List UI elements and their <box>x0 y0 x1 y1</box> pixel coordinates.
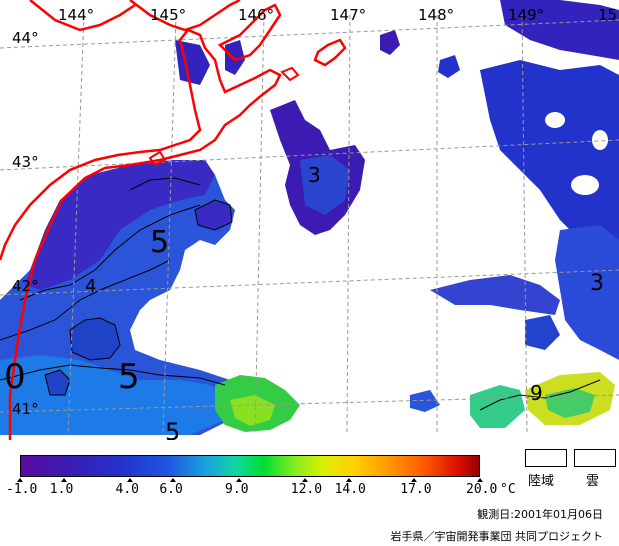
colorbar-tick-mark <box>60 478 67 482</box>
colorbar-unit: °C <box>500 482 516 497</box>
cloud-hole-3 <box>592 130 608 150</box>
lat-label-44: 44° <box>12 29 39 47</box>
sst-region-central-2 <box>300 155 350 215</box>
lat-label-41: 41° <box>12 400 39 418</box>
colorbar-tick-label: 4.0 <box>115 482 139 497</box>
contour-label-0: 0 <box>4 357 26 397</box>
coastline-islet-1 <box>280 66 300 82</box>
lat-label-43: 43° <box>12 153 39 171</box>
colorbar-tick-mark <box>301 478 308 482</box>
graticule <box>0 14 619 436</box>
colorbar-tick-label: 6.0 <box>159 482 183 497</box>
contour-line-3 <box>0 364 226 386</box>
colorbar-tick-label: 9.0 <box>225 482 249 497</box>
lon-label-148: 148° <box>418 6 454 24</box>
colorbar-tick-label: 14.0 <box>334 482 366 497</box>
sst-small-patch-2 <box>438 55 460 78</box>
sst-region-north <box>500 0 619 60</box>
temperature-colorbar <box>20 455 480 477</box>
observation-date: 観測日:2001年01月06日 <box>477 508 603 521</box>
contour-line-5 <box>479 379 601 411</box>
contour-label-9: 9 <box>530 381 543 405</box>
contour-pool-1 <box>69 317 121 361</box>
colorbar-tick-mark <box>345 478 352 482</box>
sst-warm-patch-3 <box>470 385 525 428</box>
lon-label-150: 15 <box>598 6 617 24</box>
sst-region-northeast <box>480 60 619 260</box>
sst-region-east <box>555 225 619 360</box>
cloud-legend-swatch <box>574 449 616 467</box>
lon-label-147: 147° <box>330 6 366 24</box>
colorbar-tick-label: 1.0 <box>49 482 74 497</box>
land-legend-swatch <box>525 449 567 467</box>
cloud-legend-label: 雲 <box>586 474 600 489</box>
coastline-north <box>29 0 136 32</box>
lat-label-42: 42° <box>12 277 39 295</box>
cloud-hole-2 <box>545 112 565 128</box>
contour-pool-3 <box>194 199 233 231</box>
contour-line-4 <box>129 177 201 191</box>
lon-label-149: 149° <box>508 6 544 24</box>
coastline-shiretoko <box>129 0 241 32</box>
colorbar-tick-label: 17.0 <box>400 482 432 497</box>
cloud-hole-1 <box>571 175 599 195</box>
colorbar-tick-mark <box>477 478 483 482</box>
colorbar-tick-label: 20.0 <box>466 482 498 497</box>
colorbar-tick-label: 12.0 <box>290 482 323 497</box>
colorbar-tick-mark <box>17 478 23 482</box>
contour-pool-2 <box>44 369 71 396</box>
sst-small-patch-6 <box>410 390 440 412</box>
lon-label-145: 145° <box>150 6 186 24</box>
colorbar-tick-mark <box>411 478 418 482</box>
colorbar-tick-mark <box>170 478 177 482</box>
colorbar-tick-label: -1.0 <box>6 482 38 497</box>
sst-small-patch-1 <box>380 30 400 55</box>
land-legend-label: 陸域 <box>528 474 555 489</box>
sst-warm-patch-2 <box>230 395 275 426</box>
sst-map: 144° 145° 146° 147° 148° 149° 15 44° 43°… <box>0 0 619 440</box>
contour-label-5-lower: 5 <box>118 357 140 397</box>
coastline-hokkaido <box>0 28 282 440</box>
colorbar-tick-mark <box>236 478 243 482</box>
contour-label-4: 4 <box>85 276 96 297</box>
credit-line: 岩手県／宇宙開発事業団 共同プロジェクト <box>390 530 604 543</box>
contour-line-2 <box>0 259 171 341</box>
contour-label-3-east: 3 <box>590 271 604 296</box>
coastline-island <box>313 38 347 67</box>
sst-small-patch-3 <box>525 315 560 350</box>
coastline-islet-2 <box>148 150 167 167</box>
colorbar-tick-mark <box>126 478 133 482</box>
contour-label-5-upper: 5 <box>150 225 169 260</box>
lon-label-144: 144° <box>58 6 94 24</box>
contour-line-1 <box>19 204 201 301</box>
sst-region-southeast <box>430 275 560 315</box>
contour-label-5-bottom: 5 <box>165 418 180 440</box>
sst-small-patch-4 <box>225 40 245 75</box>
coastline-kunashiri <box>217 3 282 62</box>
contour-label-3-north: 3 <box>308 163 321 187</box>
lon-label-146: 146° <box>238 6 274 24</box>
sst-region-cold-band <box>25 160 215 290</box>
